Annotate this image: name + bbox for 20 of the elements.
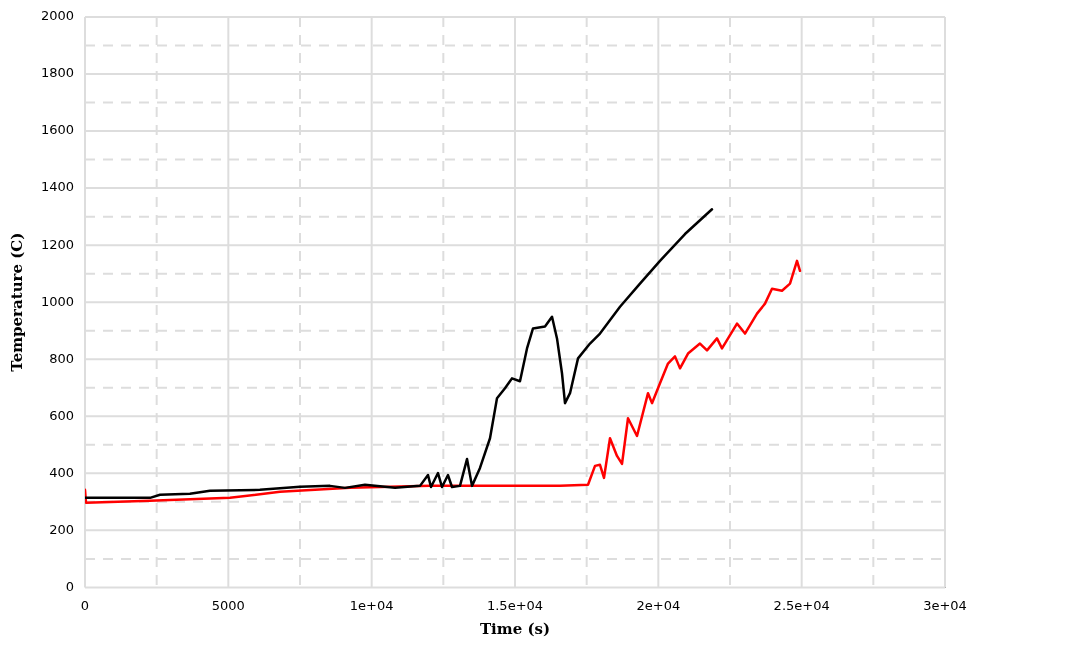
- y-tick-label: 1000: [40, 293, 74, 309]
- y-tick-label: 1200: [40, 236, 74, 252]
- x-axis-title: Time (s): [479, 619, 551, 638]
- y-tick-label: 600: [49, 407, 74, 423]
- y-tick-label: 200: [49, 521, 74, 537]
- y-tick-label: 1600: [40, 122, 74, 138]
- x-tick-label: 2.5e+04: [773, 597, 830, 613]
- y-tick-label: 2000: [40, 8, 74, 24]
- x-tick-label: 0: [80, 597, 90, 613]
- y-tick-label: 400: [49, 464, 74, 480]
- y-tick-label: 800: [49, 350, 74, 366]
- x-tick-label: 1.5e+04: [486, 597, 544, 613]
- x-tick-label: 5000: [211, 597, 245, 613]
- y-tick-label: 1800: [40, 65, 74, 81]
- y-tick-label: 0: [65, 578, 74, 594]
- x-tick-label: 1e+04: [349, 597, 394, 613]
- x-tick-label: 2e+04: [636, 597, 681, 613]
- y-axis-title: Temperature (C): [7, 232, 26, 372]
- x-tick-label: 3e+04: [923, 597, 967, 613]
- y-tick-label: 1400: [40, 179, 74, 195]
